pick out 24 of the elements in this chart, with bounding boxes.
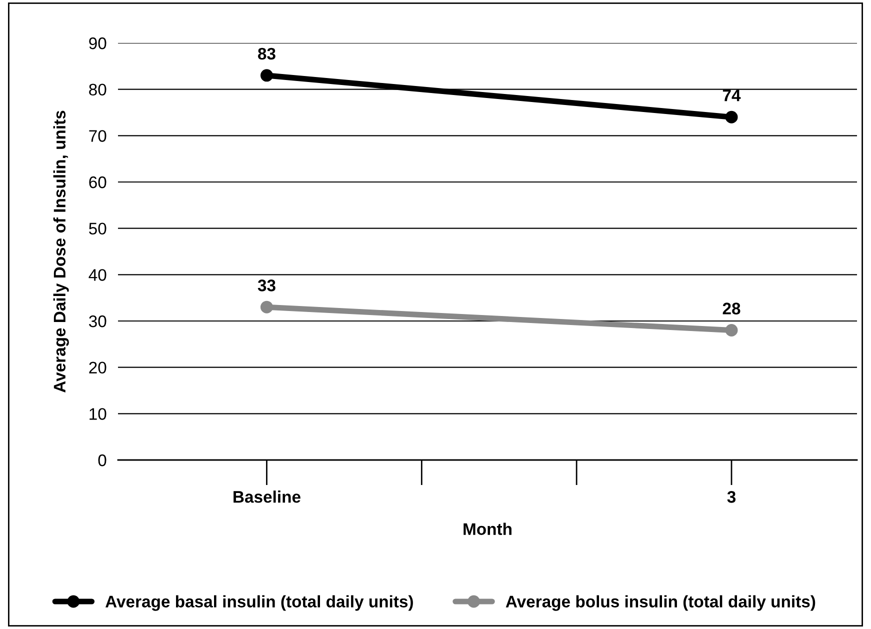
y-tick-label: 90 [89,37,106,50]
legend-label: Average bolus insulin (total daily units) [506,595,816,611]
point [260,300,273,314]
y-tick-label: 20 [89,362,106,374]
x-tick-label: Baseline [234,490,300,503]
y-tick-label: 60 [89,176,106,188]
y-tick-label: 80 [89,84,106,96]
y-tick-label: 40 [88,269,106,281]
point [725,324,738,337]
data-label: 33 [258,280,276,292]
x-tick-label: 3 [727,490,736,503]
y-tick-label: 50 [89,222,106,235]
data-label: 28 [722,302,740,314]
y-axis-title: Average Daily Dose of Insulin, units [53,110,69,392]
data-label: 83 [258,48,276,60]
point [260,69,273,82]
y-tick-label: 70 [89,130,106,142]
y-tick-label: 10 [90,408,106,420]
y-tick-label: 0 [98,454,106,466]
y-tick-label: 30 [88,315,106,328]
point [725,110,738,124]
data-label: 74 [722,90,741,102]
x-axis-title: Month [464,522,512,535]
legend-label: Average basal insulin (total daily units) [105,595,413,611]
